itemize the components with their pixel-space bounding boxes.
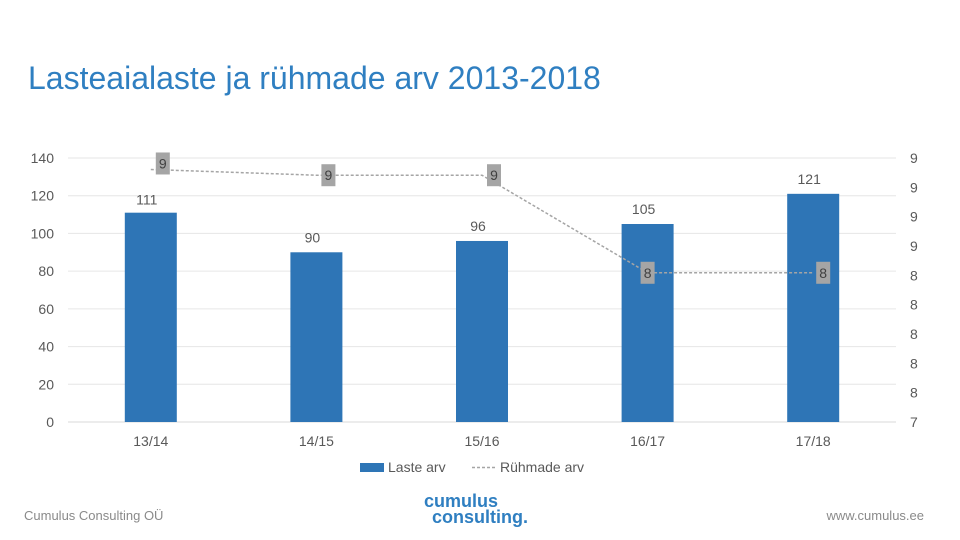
line-value-box: [155, 152, 170, 175]
x-tick-label: 17/18: [796, 433, 831, 449]
cumulus-logo: cumulus consulting.: [424, 491, 528, 527]
legend-label-line: Rühmade arv: [500, 459, 584, 475]
legend-label-bars: Laste arv: [388, 459, 446, 475]
footer-company: Cumulus Consulting OÜ: [24, 508, 164, 523]
series-line: [150, 168, 814, 274]
line-value-label: 8: [819, 265, 827, 281]
line-value-label: 9: [159, 155, 167, 171]
bars: [124, 193, 840, 422]
data-labels: 111 90 96 105 121 9 9 9 8 8: [136, 152, 831, 284]
y2-tick-label: 9: [910, 209, 918, 225]
line-value-box: [816, 261, 831, 284]
y2-tick-label: 8: [910, 355, 918, 371]
y-tick-label: 80: [38, 263, 54, 279]
x-tick-label: 14/15: [299, 433, 334, 449]
bar: [621, 224, 674, 422]
y2-tick-label: 9: [910, 179, 918, 195]
x-tick-label: 13/14: [133, 433, 168, 449]
bar-value-label: 90: [305, 229, 321, 245]
bar: [124, 212, 177, 422]
y2-tick-label: 9: [910, 150, 918, 166]
y2-tick-label: 9: [910, 238, 918, 254]
logo-line2: consulting.: [432, 507, 528, 527]
line-value-label: 9: [325, 167, 333, 183]
series-line-path: [150, 168, 814, 274]
bar-value-label: 111: [136, 192, 157, 208]
y-tick-label: 100: [31, 225, 55, 241]
x-tick-label: 15/16: [464, 433, 499, 449]
y2-tick-label: 8: [910, 326, 918, 342]
bar-value-label: 96: [470, 218, 486, 234]
line-value-label: 9: [490, 167, 498, 183]
legend-swatch-bars: [360, 463, 384, 472]
bar-value-label: 105: [632, 201, 656, 217]
y2-tick-label: 8: [910, 267, 918, 283]
y2-tick-label: 7: [910, 414, 918, 430]
y-tick-label: 20: [38, 376, 54, 392]
y-tick-label: 60: [38, 301, 54, 317]
y-tick-label: 0: [46, 414, 54, 430]
axes: 0 20 40 60 80 100 120 140 7 8 8 8 8 8 9 9 9 9 13/14 14/15 15…: [31, 150, 918, 449]
logo-line1: cumulus: [424, 491, 499, 511]
line-value-label: 8: [644, 265, 652, 281]
bar: [787, 193, 840, 422]
page-title: Lasteaialaste ja rühmade arv 2013-2018: [28, 60, 601, 96]
bar: [290, 252, 343, 422]
line-value-box: [321, 164, 336, 187]
bar: [456, 240, 508, 422]
bar-value-label: 121: [798, 171, 822, 187]
footer-website[interactable]: www.cumulus.ee: [826, 508, 924, 523]
y-tick-label: 140: [31, 150, 55, 166]
legend: Laste arv Rühmade arv: [360, 459, 584, 475]
y2-tick-label: 8: [910, 385, 918, 401]
y-tick-label: 40: [38, 339, 54, 355]
x-tick-label: 16/17: [630, 433, 665, 449]
y-tick-label: 120: [31, 188, 55, 204]
line-value-box: [487, 164, 501, 187]
y2-tick-label: 8: [910, 297, 918, 313]
line-value-box: [640, 261, 655, 284]
